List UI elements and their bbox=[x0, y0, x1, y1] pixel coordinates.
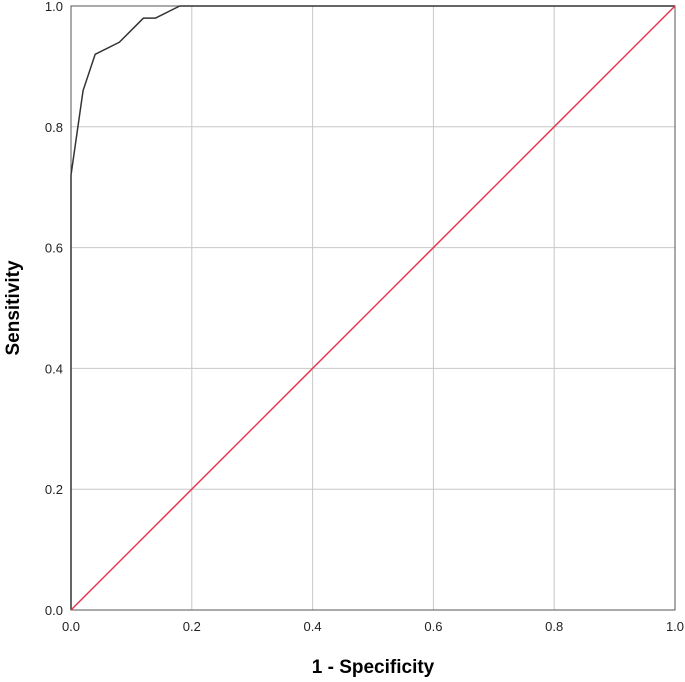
series-layer bbox=[70, 5, 676, 611]
y-tick-label: 0.6 bbox=[45, 241, 63, 256]
x-tick-label: 0.8 bbox=[545, 619, 563, 634]
y-tick-label: 0.0 bbox=[45, 603, 63, 618]
y-tick-label: 0.2 bbox=[45, 482, 63, 497]
x-axis-title: 1 - Specificity bbox=[312, 657, 435, 678]
y-axis-ticks: 0.0 0.2 0.4 0.6 0.8 1.0 bbox=[45, 0, 63, 618]
y-tick-label: 0.4 bbox=[45, 361, 63, 376]
y-tick-label: 0.8 bbox=[45, 120, 63, 135]
reference-diagonal-line bbox=[70, 5, 676, 611]
x-tick-label: 1.0 bbox=[666, 619, 684, 634]
x-tick-label: 0.0 bbox=[62, 619, 80, 634]
x-tick-label: 0.2 bbox=[183, 619, 201, 634]
x-tick-label: 0.4 bbox=[304, 619, 322, 634]
x-tick-label: 0.6 bbox=[424, 619, 442, 634]
roc-curve-line bbox=[70, 5, 675, 610]
y-axis-title: Sensitivity bbox=[3, 260, 24, 355]
y-tick-label: 1.0 bbox=[45, 0, 63, 14]
x-axis-ticks: 0.0 0.2 0.4 0.6 0.8 1.0 bbox=[62, 619, 684, 634]
